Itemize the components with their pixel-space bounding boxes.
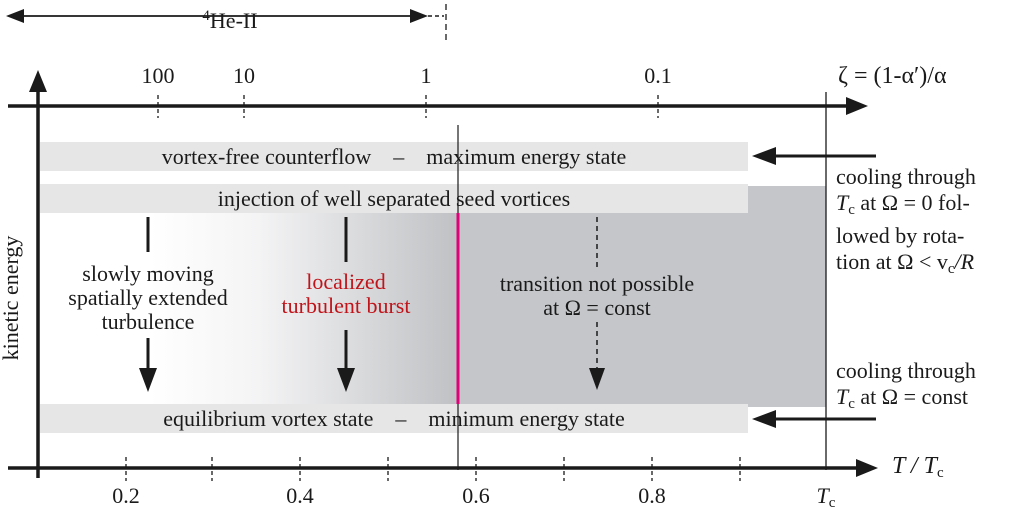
top-band-text: vortex-free counterflow – maximum energy… xyxy=(161,144,627,169)
t-tick-label-0.4: 0.4 xyxy=(286,483,314,508)
x-axis-bottom-arrowhead xyxy=(856,459,878,477)
cooling-note-2-line-1: cooling through xyxy=(836,358,976,383)
left-text-line-1: slowly moving xyxy=(82,261,214,286)
middle-text-line-1: localized xyxy=(306,269,386,294)
zeta-tick-label-0.1: 0.1 xyxy=(644,63,672,88)
t-tick-label-tc: Tc xyxy=(816,483,836,512)
left-text-line-3: turbulence xyxy=(101,309,195,334)
right-transition-text: transition not possible at Ω = const xyxy=(472,272,722,320)
cooling-note-1-line-1: cooling through xyxy=(836,164,976,189)
cooling-arrow-1-head xyxy=(752,147,776,165)
t-tick-label-0.8: 0.8 xyxy=(638,483,666,508)
cooling-note-1-line-3: lowed by rota- xyxy=(836,223,965,248)
t-tick-label-0.6: 0.6 xyxy=(462,483,490,508)
left-text-line-2: spatially extended xyxy=(68,285,228,310)
bottom-band-text: equilibrium vortex state – minimum energ… xyxy=(163,406,625,431)
fade-region xyxy=(150,213,458,404)
zeta-tick-label-10: 10 xyxy=(233,63,255,88)
left-arrow-head xyxy=(139,368,157,392)
injection-band-text: injection of well separated seed vortice… xyxy=(217,186,571,211)
forbidden-region xyxy=(458,186,826,407)
zeta-tick-label-1: 1 xyxy=(420,63,432,88)
bottom-band xyxy=(40,404,748,433)
cooling-note-2-line-2: Tc at Ω = const xyxy=(836,384,968,412)
he-span-right-arrowhead xyxy=(410,9,428,23)
y-axis-label: kinetic energy xyxy=(0,235,23,361)
left-transition-text: slowly moving spatially extended turbule… xyxy=(58,262,238,334)
right-text-line-1: transition not possible xyxy=(499,271,695,296)
middle-arrow-head xyxy=(337,368,355,392)
he-ii-label: 4He-II xyxy=(202,8,258,33)
right-arrow-head xyxy=(589,368,605,390)
y-axis-arrowhead xyxy=(29,70,47,92)
cooling-note-1-line-4: tion at Ω < vc/R xyxy=(836,249,975,277)
top-band xyxy=(40,142,748,171)
injection-band xyxy=(40,184,748,213)
middle-text-line-2: turbulent burst xyxy=(281,293,411,318)
x-axis-label: T / Tc xyxy=(892,453,944,481)
x-axis-top-arrowhead xyxy=(846,97,868,115)
cooling-note-2: cooling through Tc at Ω = const xyxy=(836,358,976,417)
middle-transition-text: localized turbulent burst xyxy=(256,270,436,318)
he-span-left-arrowhead xyxy=(6,9,24,23)
cooling-arrow-2-head xyxy=(752,410,776,428)
right-text-line-2: at Ω = const xyxy=(543,295,651,320)
t-tick-label-0.2: 0.2 xyxy=(112,483,140,508)
zeta-tick-label-100: 100 xyxy=(141,63,175,88)
cooling-note-1: cooling through Tc at Ω = 0 fol- lowed b… xyxy=(836,164,976,282)
cooling-note-1-line-2: Tc at Ω = 0 fol- xyxy=(836,190,970,218)
zeta-axis-label: ζ = (1-α′)/α xyxy=(838,63,947,89)
